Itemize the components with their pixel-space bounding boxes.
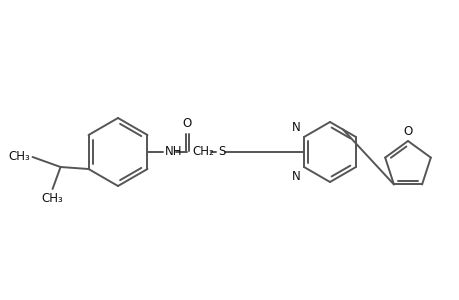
Text: N: N xyxy=(291,121,300,134)
Text: S: S xyxy=(218,145,225,158)
Text: NH: NH xyxy=(164,145,182,158)
Text: CH₂: CH₂ xyxy=(192,145,214,158)
Text: O: O xyxy=(403,125,412,138)
Text: CH₃: CH₃ xyxy=(9,149,30,163)
Text: CH₃: CH₃ xyxy=(42,192,63,205)
Text: N: N xyxy=(291,170,300,183)
Text: O: O xyxy=(182,117,192,130)
